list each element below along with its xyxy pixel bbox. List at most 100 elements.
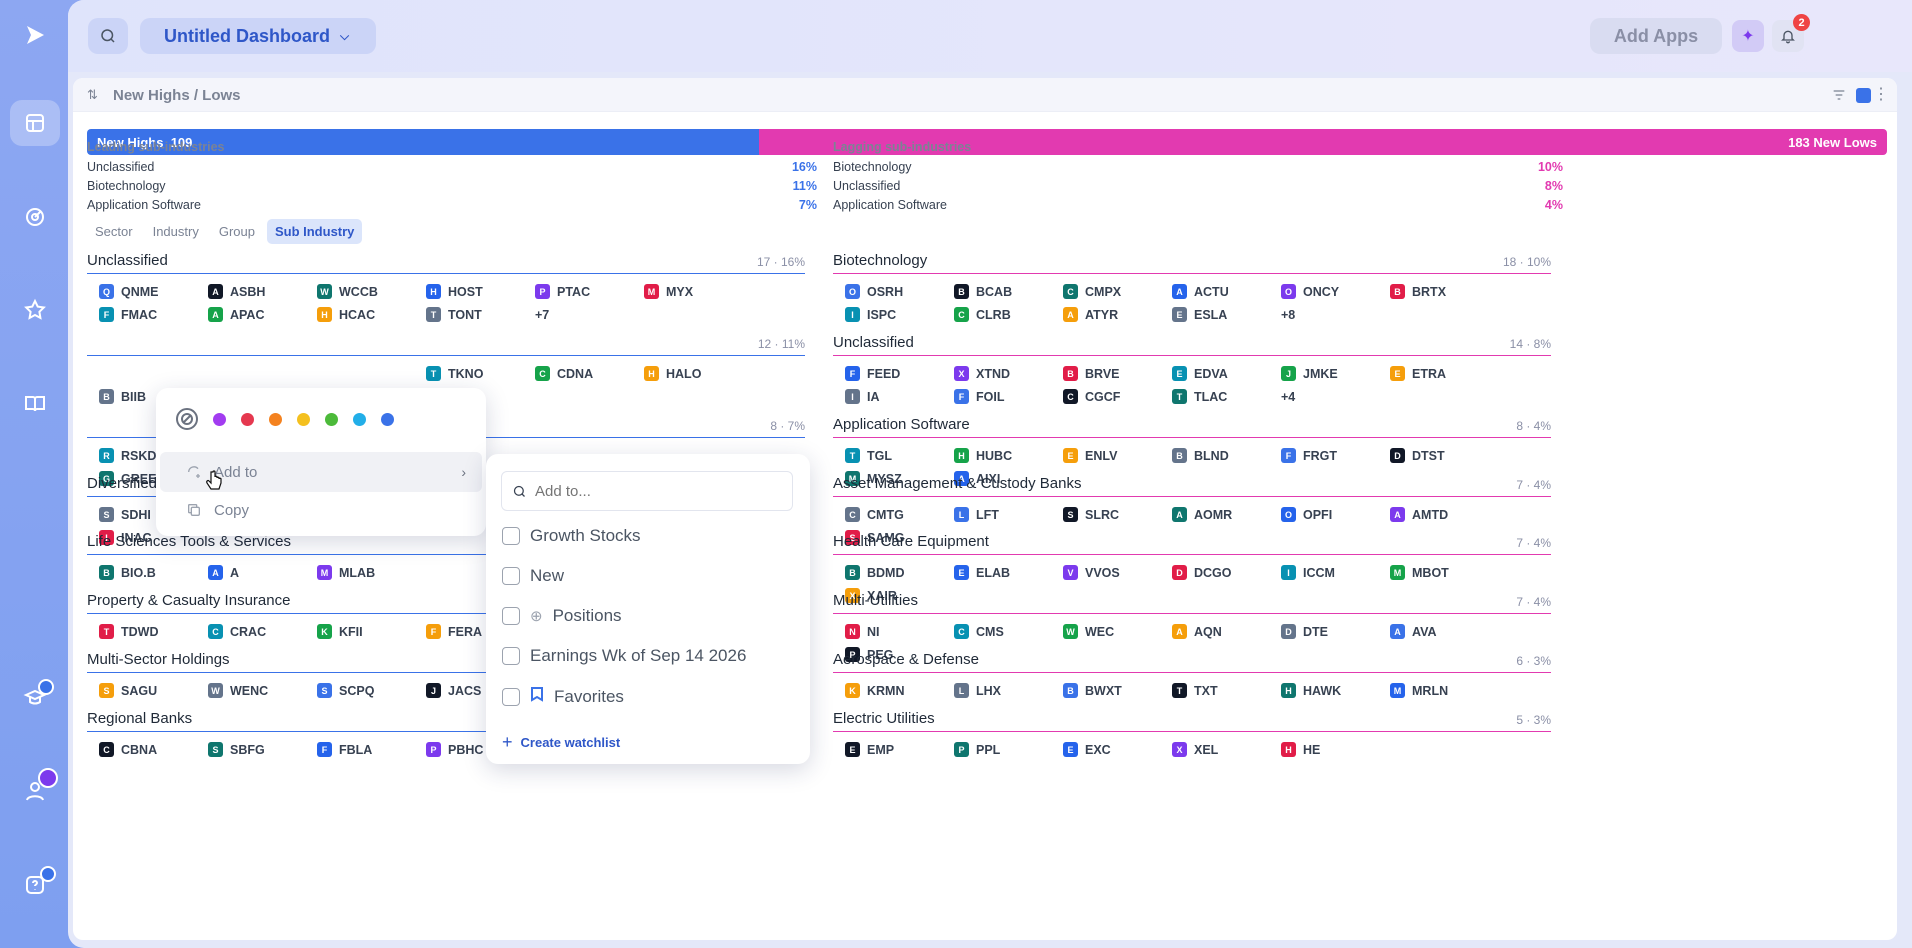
watchlist-checkbox[interactable]	[502, 527, 520, 545]
ticker-chip[interactable]: +8	[1281, 303, 1390, 326]
ticker-chip[interactable]: M MBOT	[1390, 561, 1499, 584]
ticker-chip[interactable]: C CRAC	[208, 620, 317, 643]
create-watchlist-button[interactable]: + Create watchlist	[502, 732, 620, 753]
ticker-chip[interactable]: M MRLN	[1390, 679, 1499, 702]
ticker-chip[interactable]: P PBHC	[426, 738, 535, 761]
ticker-chip[interactable]: X XEL	[1172, 738, 1281, 761]
ticker-chip[interactable]: T TGL	[845, 444, 954, 467]
ticker-chip[interactable]: G GREEL	[99, 467, 208, 490]
ticker-chip[interactable]: D DTE	[1281, 620, 1390, 643]
ticker-chip[interactable]: S SLRC	[1063, 503, 1172, 526]
star-nav-icon[interactable]	[10, 287, 60, 333]
ticker-chip[interactable]: A APAC	[208, 303, 317, 326]
profile-nav-icon[interactable]	[10, 768, 60, 814]
color-swatch[interactable]	[353, 412, 366, 426]
ticker-chip[interactable]: A AMTD	[1390, 503, 1499, 526]
ticker-chip[interactable]: M MYSZ	[845, 467, 954, 490]
ticker-chip[interactable]: A AVA	[1390, 620, 1499, 643]
ticker-chip[interactable]: J JACS	[426, 679, 535, 702]
radar-nav-icon[interactable]	[10, 194, 60, 240]
ticker-chip[interactable]: F FOIL	[954, 385, 1063, 408]
ticker-chip[interactable]: D DTST	[1390, 444, 1499, 467]
ticker-chip[interactable]: T TXT	[1172, 679, 1281, 702]
ticker-chip[interactable]: S SDHI	[99, 503, 208, 526]
ticker-chip[interactable]: A ATYR	[1063, 303, 1172, 326]
add-to-search-field[interactable]	[501, 471, 793, 511]
ticker-chip[interactable]: D DCGO	[1172, 561, 1281, 584]
ticker-chip[interactable]: F FBLA	[317, 738, 426, 761]
ticker-chip[interactable]: V VVOS	[1063, 561, 1172, 584]
ticker-chip[interactable]: B BIO.B	[99, 561, 208, 584]
watchlist-option[interactable]: ⊕ Positions	[502, 606, 622, 626]
color-swatch[interactable]	[325, 412, 338, 426]
learn-nav-icon[interactable]	[10, 675, 60, 721]
ticker-chip[interactable]: P PEG	[845, 643, 954, 666]
tab-group[interactable]: Group	[218, 224, 255, 239]
ticker-chip[interactable]: B BRTX	[1390, 280, 1499, 303]
watchlist-option[interactable]: Earnings Wk of Sep 14 2026	[502, 646, 746, 666]
no-color-icon[interactable]	[176, 408, 198, 430]
ticker-chip[interactable]: F FERA	[426, 620, 535, 643]
ticker-chip[interactable]: H HCAC	[317, 303, 426, 326]
ticker-chip[interactable]: O ONCY	[1281, 280, 1390, 303]
ticker-chip[interactable]: O OSRH	[845, 280, 954, 303]
ticker-chip[interactable]: M MYX	[644, 280, 753, 303]
ticker-chip[interactable]: I INAC	[99, 526, 208, 549]
ticker-chip[interactable]: E ETRA	[1390, 362, 1499, 385]
ticker-chip[interactable]: C CBNA	[99, 738, 208, 761]
ticker-chip[interactable]: L LHX	[954, 679, 1063, 702]
ticker-chip[interactable]: S SAMG	[845, 526, 954, 549]
ticker-chip[interactable]: C CDNA	[535, 362, 644, 385]
help-nav-icon[interactable]	[10, 862, 60, 908]
ticker-chip[interactable]: P PPL	[954, 738, 1063, 761]
ticker-chip[interactable]: B BIIB	[99, 385, 208, 408]
ticker-chip[interactable]: X XAIR	[845, 584, 954, 607]
ticker-chip[interactable]: F FMAC	[99, 303, 208, 326]
watchlist-option[interactable]: Favorites	[502, 686, 624, 707]
ticker-chip[interactable]: S SAGU	[99, 679, 208, 702]
color-swatch[interactable]	[297, 412, 310, 426]
ticker-chip[interactable]: F FEED	[845, 362, 954, 385]
ticker-chip[interactable]: I IA	[845, 385, 954, 408]
ticker-chip[interactable]: E EDVA	[1172, 362, 1281, 385]
tab-sub-industry[interactable]: Sub Industry	[266, 219, 363, 244]
color-link-icon[interactable]	[1856, 88, 1871, 103]
ticker-chip[interactable]: T TONT	[426, 303, 535, 326]
logo-icon[interactable]	[10, 12, 60, 58]
ticker-chip[interactable]: E EXC	[1063, 738, 1172, 761]
watchlist-checkbox[interactable]	[502, 687, 520, 706]
ticker-chip[interactable]: A ASBH	[208, 280, 317, 303]
ticker-chip[interactable]: A AQN	[1172, 620, 1281, 643]
ticker-chip[interactable]: H HOST	[426, 280, 535, 303]
ticker-chip[interactable]: K KRMN	[845, 679, 954, 702]
dashboard-nav-icon[interactable]	[10, 100, 60, 146]
ticker-chip[interactable]: O OPFI	[1281, 503, 1390, 526]
ticker-chip[interactable]: B BDMD	[845, 561, 954, 584]
ticker-chip[interactable]: H HUBC	[954, 444, 1063, 467]
watchlist-checkbox[interactable]	[502, 647, 520, 665]
copy-menu-item[interactable]: Copy	[160, 492, 482, 528]
ticker-chip[interactable]: Q QNME	[99, 280, 208, 303]
ticker-chip[interactable]: L LFT	[954, 503, 1063, 526]
ticker-chip[interactable]: B BRVE	[1063, 362, 1172, 385]
tab-industry[interactable]: Industry	[152, 224, 199, 239]
ticker-chip[interactable]: A ACTU	[1172, 280, 1281, 303]
ticker-chip[interactable]: M MLAB	[317, 561, 426, 584]
ticker-chip[interactable]: W WEC	[1063, 620, 1172, 643]
search-button[interactable]	[88, 18, 128, 54]
ticker-chip[interactable]: I ISPC	[845, 303, 954, 326]
ticker-chip[interactable]: W WCCB	[317, 280, 426, 303]
color-swatch[interactable]	[269, 412, 282, 426]
ai-sparkle-button[interactable]: ✦	[1732, 20, 1764, 52]
filter-icon[interactable]	[1831, 87, 1847, 103]
ticker-chip[interactable]: S SCPQ	[317, 679, 426, 702]
ticker-chip[interactable]: T TDWD	[99, 620, 208, 643]
ticker-chip[interactable]: E EMP	[845, 738, 954, 761]
color-swatch[interactable]	[241, 412, 254, 426]
kebab-menu-icon[interactable]: ⋮	[1873, 86, 1889, 103]
book-nav-icon[interactable]	[10, 381, 60, 427]
ticker-chip[interactable]: C CMS	[954, 620, 1063, 643]
ticker-chip[interactable]: C CGCF	[1063, 385, 1172, 408]
watchlist-option[interactable]: New	[502, 566, 564, 586]
